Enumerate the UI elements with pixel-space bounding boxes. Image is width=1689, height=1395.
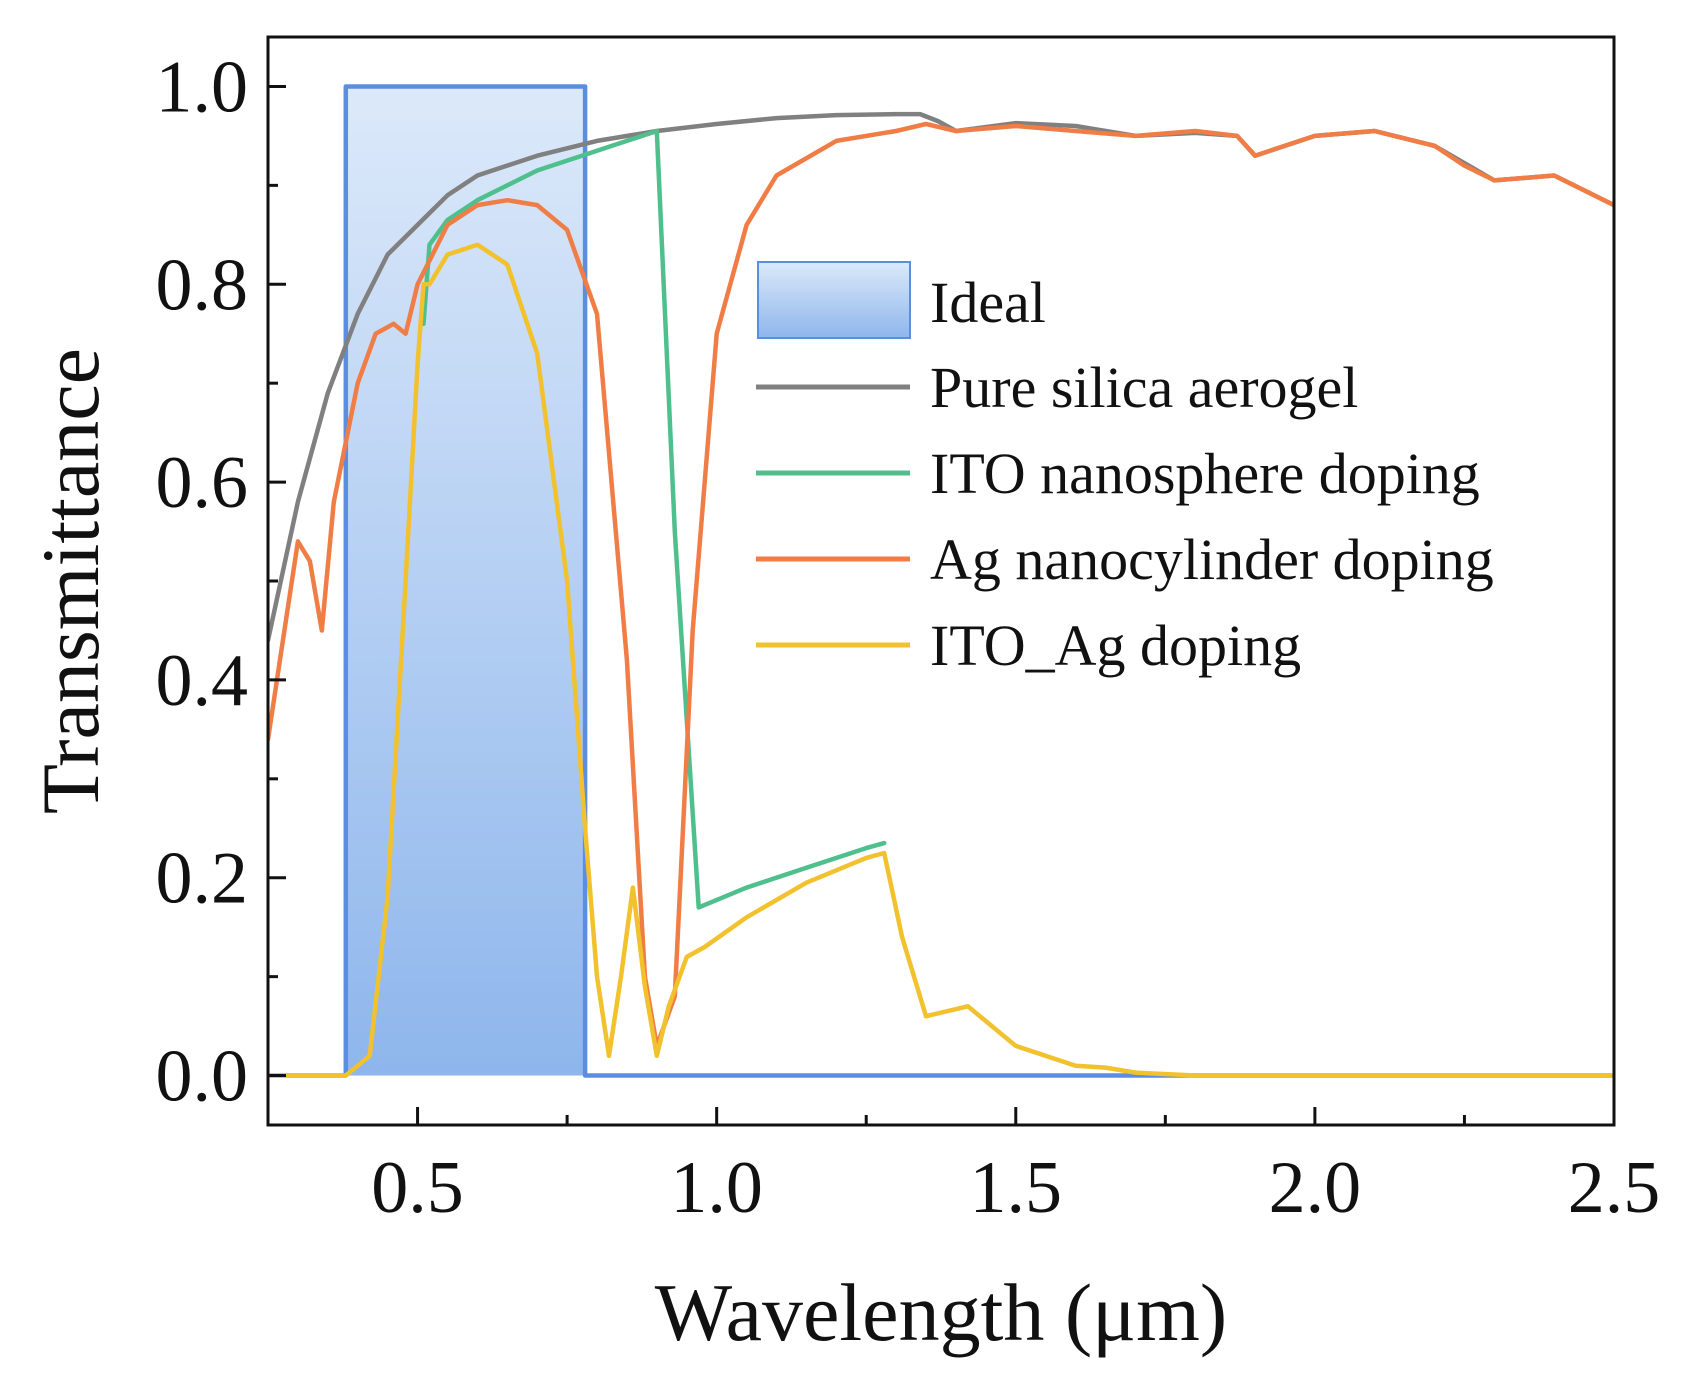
legend-label-pure-silica-aerogel: Pure silica aerogel	[930, 355, 1358, 420]
x-tick-label: 2.5	[1568, 1147, 1661, 1229]
y-tick-label: 0.0	[156, 1036, 249, 1118]
legend-label-ideal: Ideal	[930, 270, 1046, 335]
x-tick-label: 0.5	[371, 1147, 464, 1229]
x-axis-title: Wavelength (μm)	[655, 1267, 1227, 1358]
legend: Ideal Pure silica aerogel ITO nanosphere…	[756, 261, 1494, 678]
y-axis-title: Transmittance	[25, 348, 116, 814]
legend-label-ag-nanocylinder-doping: Ag nanocylinder doping	[930, 527, 1494, 592]
plot-area	[268, 84, 1614, 1078]
ideal-band-fill	[345, 86, 586, 1076]
y-tick-label: 0.6	[156, 442, 249, 524]
x-tick-labels: 0.5 1.0 1.5 2.0 2.5	[371, 1147, 1660, 1229]
series-line-ito-nanosphere-doping	[421, 128, 887, 910]
y-tick-label: 0.2	[156, 838, 249, 920]
y-tick-labels: 0.0 0.2 0.4 0.6 0.8 1.0	[156, 46, 249, 1117]
series-line-ag-nanocylinder-doping	[268, 121, 1614, 1049]
y-tick-label: 0.8	[156, 244, 249, 326]
y-tick-label: 0.4	[156, 640, 249, 722]
axis-ticks	[268, 84, 1616, 1125]
y-tick-label: 1.0	[156, 46, 249, 128]
x-tick-label: 1.0	[670, 1147, 763, 1229]
x-tick-label: 2.0	[1269, 1147, 1362, 1229]
series-line-ito-ag-doping	[268, 242, 1614, 1078]
legend-label-ito-ag-doping: ITO_Ag doping	[930, 613, 1301, 678]
legend-swatch-ideal	[757, 261, 911, 339]
x-tick-label: 1.5	[970, 1147, 1063, 1229]
legend-label-ito-nanosphere-doping: ITO nanosphere doping	[930, 441, 1480, 506]
